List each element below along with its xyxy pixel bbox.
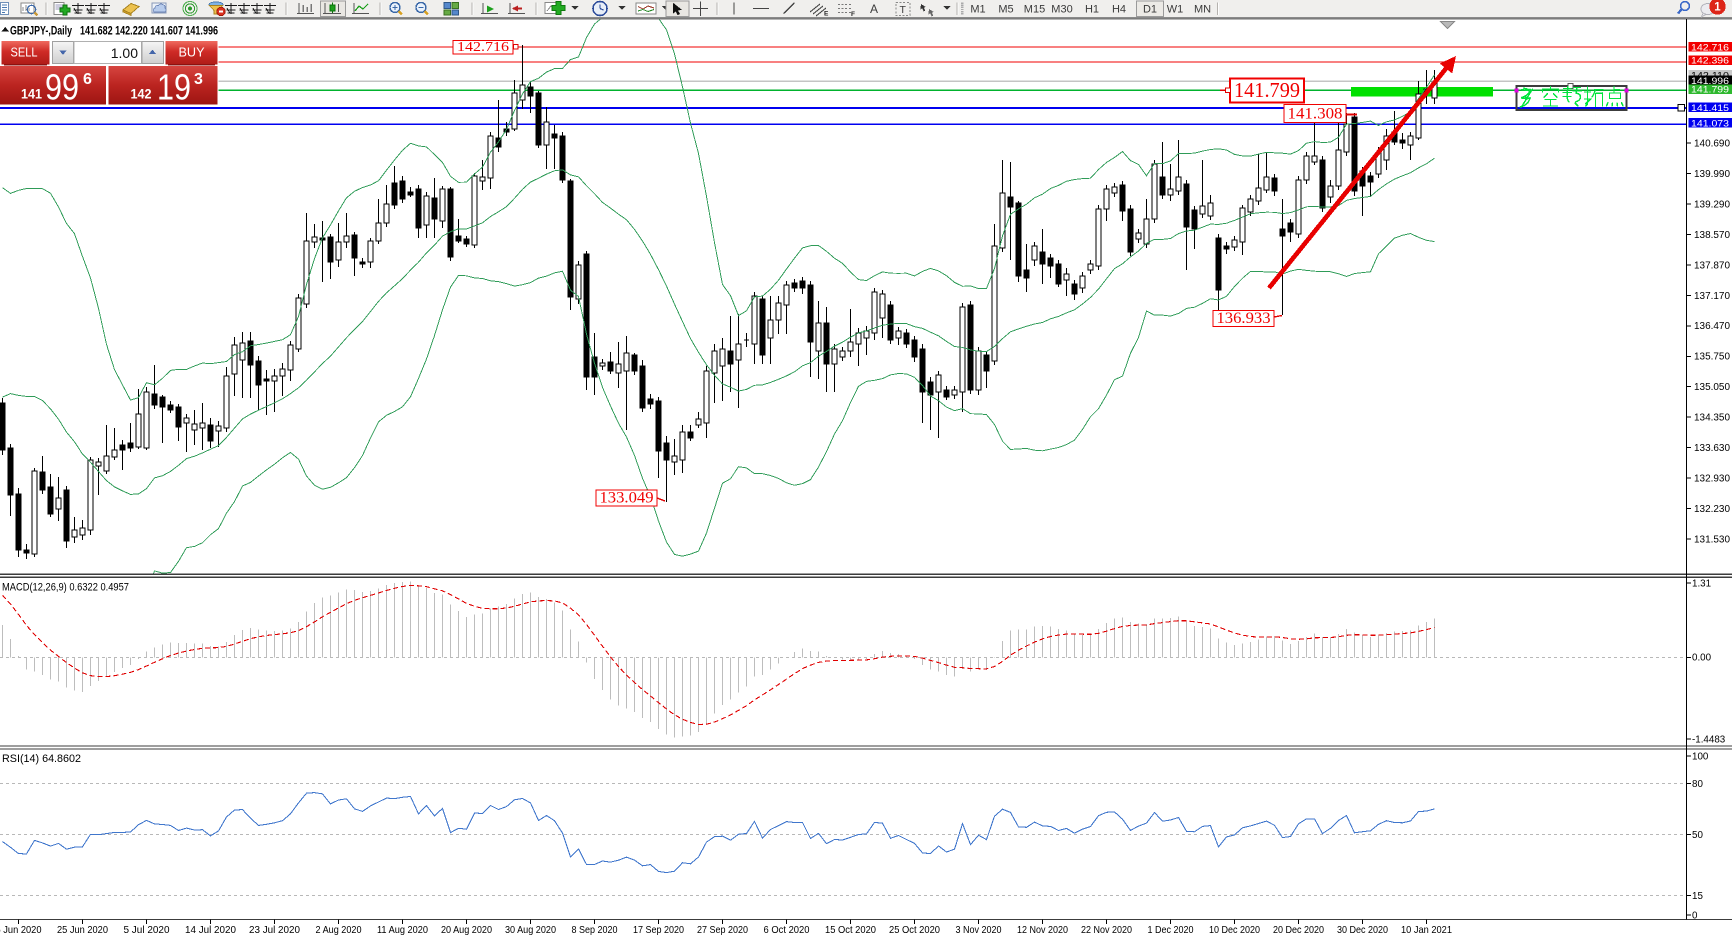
svg-text:M30: M30 bbox=[1051, 4, 1072, 16]
svg-text:136.470: 136.470 bbox=[1694, 321, 1731, 332]
svg-text:6 Jun 2020: 6 Jun 2020 bbox=[0, 924, 42, 936]
svg-text:15 Oct 2020: 15 Oct 2020 bbox=[825, 924, 876, 936]
svg-text:F: F bbox=[851, 11, 855, 18]
svg-text:1: 1 bbox=[1714, 2, 1721, 14]
svg-text:M5: M5 bbox=[998, 4, 1013, 16]
svg-text:A: A bbox=[870, 2, 878, 16]
svg-text:142.716: 142.716 bbox=[457, 39, 509, 54]
svg-text:142: 142 bbox=[131, 87, 152, 102]
svg-text:14 Jul 2020: 14 Jul 2020 bbox=[185, 924, 236, 936]
svg-text:135.750: 135.750 bbox=[1694, 352, 1731, 363]
svg-text:1.31: 1.31 bbox=[1692, 578, 1711, 589]
svg-text:23 Jul 2020: 23 Jul 2020 bbox=[249, 924, 300, 936]
svg-text:100: 100 bbox=[1692, 751, 1709, 762]
svg-text:142.396: 142.396 bbox=[1691, 56, 1729, 66]
svg-text:8 Sep 2020: 8 Sep 2020 bbox=[572, 924, 618, 936]
svg-text:142.716: 142.716 bbox=[1691, 42, 1729, 52]
svg-text:MACD(12,26,9) 0.6322 0.4957: MACD(12,26,9) 0.6322 0.4957 bbox=[2, 582, 129, 594]
svg-text:M15: M15 bbox=[1024, 4, 1045, 16]
svg-text:15: 15 bbox=[1692, 891, 1703, 902]
svg-text:141.073: 141.073 bbox=[1691, 118, 1729, 128]
svg-text:30 Aug 2020: 30 Aug 2020 bbox=[505, 924, 556, 936]
svg-text:141.682 142.220 141.607 141.99: 141.682 142.220 141.607 141.996 bbox=[80, 24, 218, 38]
svg-text:141: 141 bbox=[21, 87, 42, 102]
svg-text:W1: W1 bbox=[1167, 4, 1184, 16]
svg-text:10 Jan 2021: 10 Jan 2021 bbox=[1401, 924, 1452, 936]
svg-text:138.570: 138.570 bbox=[1694, 230, 1731, 241]
svg-text:20 Aug 2020: 20 Aug 2020 bbox=[441, 924, 492, 936]
svg-text:134.350: 134.350 bbox=[1694, 413, 1731, 424]
svg-text:1.00: 1.00 bbox=[111, 45, 138, 61]
svg-text:133.630: 133.630 bbox=[1694, 443, 1731, 454]
svg-text:50: 50 bbox=[1692, 830, 1703, 841]
svg-text:D1: D1 bbox=[1143, 4, 1157, 16]
svg-text:17 Sep 2020: 17 Sep 2020 bbox=[633, 924, 684, 936]
svg-text:3: 3 bbox=[194, 71, 203, 88]
svg-text:0: 0 bbox=[1692, 910, 1698, 921]
svg-text:-1.4483: -1.4483 bbox=[1692, 734, 1726, 745]
svg-text:2 Aug 2020: 2 Aug 2020 bbox=[316, 924, 362, 936]
svg-text:141.415: 141.415 bbox=[1691, 103, 1729, 113]
svg-text:22 Nov 2020: 22 Nov 2020 bbox=[1081, 924, 1132, 936]
svg-text:BUY: BUY bbox=[179, 46, 206, 60]
svg-text:132.930: 132.930 bbox=[1694, 474, 1731, 485]
svg-text:M1: M1 bbox=[970, 4, 985, 16]
svg-text:RSI(14) 64.8602: RSI(14) 64.8602 bbox=[2, 753, 81, 765]
svg-text:E: E bbox=[824, 11, 829, 18]
svg-text:140.690: 140.690 bbox=[1694, 138, 1731, 149]
svg-text:137.870: 137.870 bbox=[1694, 260, 1731, 271]
svg-text:19: 19 bbox=[157, 67, 191, 108]
svg-text:20 Dec 2020: 20 Dec 2020 bbox=[1273, 924, 1324, 936]
svg-text:25 Jun 2020: 25 Jun 2020 bbox=[57, 924, 108, 936]
svg-text:135.050: 135.050 bbox=[1694, 382, 1731, 393]
svg-text:131.530: 131.530 bbox=[1694, 534, 1731, 545]
svg-text:139.990: 139.990 bbox=[1694, 169, 1731, 180]
svg-text:10 Dec 2020: 10 Dec 2020 bbox=[1209, 924, 1260, 936]
svg-text:T: T bbox=[900, 4, 907, 16]
svg-text:27 Sep 2020: 27 Sep 2020 bbox=[697, 924, 748, 936]
svg-text:6: 6 bbox=[83, 71, 92, 88]
svg-text:80: 80 bbox=[1692, 779, 1703, 790]
svg-text:1 Dec 2020: 1 Dec 2020 bbox=[1148, 924, 1194, 936]
svg-text:H4: H4 bbox=[1112, 4, 1126, 16]
svg-text:137.170: 137.170 bbox=[1694, 291, 1731, 302]
svg-text:SELL: SELL bbox=[11, 46, 38, 60]
svg-text:5 Jul 2020: 5 Jul 2020 bbox=[124, 924, 170, 936]
svg-text:3 Nov 2020: 3 Nov 2020 bbox=[956, 924, 1002, 936]
svg-text:30 Dec 2020: 30 Dec 2020 bbox=[1337, 924, 1388, 936]
svg-text:25 Oct 2020: 25 Oct 2020 bbox=[889, 924, 940, 936]
svg-text:141.799: 141.799 bbox=[1691, 85, 1729, 95]
svg-text:132.230: 132.230 bbox=[1694, 504, 1731, 515]
svg-text:GBPJPY-,Daily: GBPJPY-,Daily bbox=[10, 24, 72, 38]
svg-text:141.308: 141.308 bbox=[1288, 106, 1343, 123]
svg-text:0.00: 0.00 bbox=[1692, 653, 1712, 664]
svg-text:H1: H1 bbox=[1085, 4, 1099, 16]
svg-text:141.799: 141.799 bbox=[1234, 78, 1300, 102]
svg-text:139.290: 139.290 bbox=[1694, 199, 1731, 210]
svg-text:136.933: 136.933 bbox=[1217, 310, 1271, 327]
svg-text:MN: MN bbox=[1194, 4, 1211, 16]
svg-text:6 Oct 2020: 6 Oct 2020 bbox=[764, 924, 810, 936]
svg-text:133.049: 133.049 bbox=[600, 490, 654, 507]
svg-text:11 Aug 2020: 11 Aug 2020 bbox=[377, 924, 428, 936]
svg-text:99: 99 bbox=[45, 67, 79, 108]
svg-text:12 Nov 2020: 12 Nov 2020 bbox=[1017, 924, 1068, 936]
